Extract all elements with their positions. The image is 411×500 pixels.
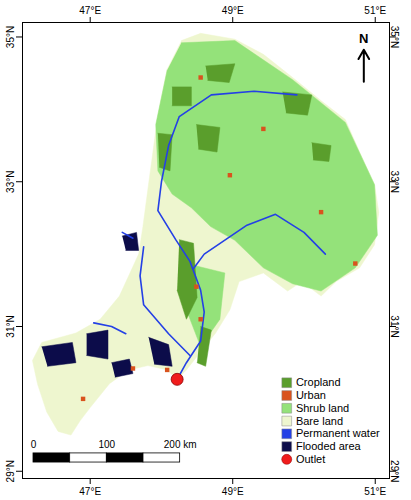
- svg-text:Flooded area: Flooded area: [296, 440, 362, 452]
- svg-text:Cropland: Cropland: [296, 376, 341, 388]
- svg-text:Shrub land: Shrub land: [296, 402, 349, 414]
- svg-text:29°N: 29°N: [389, 460, 400, 482]
- svg-text:33°N: 33°N: [5, 171, 16, 193]
- svg-text:0: 0: [31, 439, 37, 450]
- svg-text:29°N: 29°N: [5, 460, 16, 482]
- svg-text:33°N: 33°N: [389, 171, 400, 193]
- svg-text:Bare land: Bare land: [296, 415, 343, 427]
- svg-text:100: 100: [98, 439, 115, 450]
- svg-text:51°E: 51°E: [364, 486, 386, 497]
- svg-text:47°E: 47°E: [79, 5, 101, 16]
- svg-text:49°E: 49°E: [222, 5, 244, 16]
- svg-text:Permanent water: Permanent water: [296, 427, 380, 439]
- svg-text:51°E: 51°E: [364, 5, 386, 16]
- svg-text:31°N: 31°N: [389, 315, 400, 337]
- svg-text:49°E: 49°E: [222, 486, 244, 497]
- svg-text:31°N: 31°N: [5, 315, 16, 337]
- svg-text:35°N: 35°N: [389, 26, 400, 48]
- svg-text:200 km: 200 km: [164, 439, 197, 450]
- svg-text:Outlet: Outlet: [296, 453, 325, 465]
- svg-text:47°E: 47°E: [79, 486, 101, 497]
- svg-text:N: N: [359, 31, 368, 46]
- svg-text:Urban: Urban: [296, 389, 326, 401]
- svg-text:35°N: 35°N: [5, 26, 16, 48]
